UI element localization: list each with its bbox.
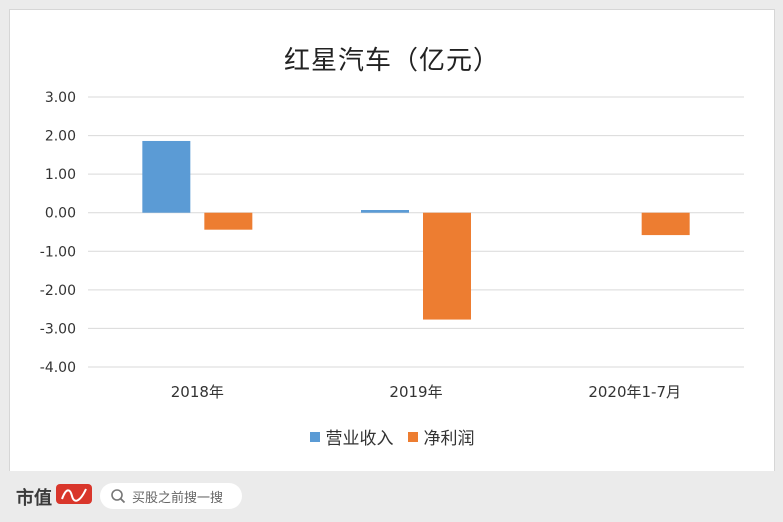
x-tick-label: 2018年 xyxy=(171,383,224,401)
y-tick-label: -2.00 xyxy=(40,283,76,299)
y-tick-label: 3.00 xyxy=(45,90,76,106)
y-tick-label: -3.00 xyxy=(40,321,76,337)
brand-logo-icon xyxy=(56,484,92,504)
legend-swatch-revenue xyxy=(309,431,320,442)
chart-legend: 营业收入 净利润 xyxy=(10,424,774,449)
x-tick-label: 2019年 xyxy=(389,383,442,401)
y-tick-label: -1.00 xyxy=(40,244,76,260)
bar-net-profit xyxy=(204,212,253,230)
bar-net-profit xyxy=(423,212,471,320)
legend-swatch-net-profit xyxy=(407,431,418,442)
chart-title: 红星汽车（亿元） xyxy=(283,46,500,76)
search-icon xyxy=(111,489,126,504)
bar-chart: 3.00 2.00 1.00 0.00 -1.00 -2.00 -3.00 -4.00 2018… xyxy=(40,90,744,401)
bar-revenue xyxy=(361,210,409,213)
y-tick-label: 0.00 xyxy=(45,206,76,222)
brand-name: 市值 xyxy=(16,488,52,509)
chart-card: 红星汽车（亿元） 3.00 2.00 1.00 0.00 -1.00 -2.00 -3.00… xyxy=(9,9,775,473)
legend-label-revenue: 营业收入 xyxy=(325,429,394,449)
legend-label-net-profit: 净利润 xyxy=(423,429,475,449)
search-box[interactable]: 买股之前搜一搜 xyxy=(100,483,242,509)
footer-bar: 市值 买股之前搜一搜 xyxy=(0,471,783,522)
x-tick-label: 2020年1-7月 xyxy=(588,383,681,401)
y-tick-label: 2.00 xyxy=(45,129,76,145)
bar-revenue xyxy=(142,140,191,213)
y-tick-label: 1.00 xyxy=(45,167,76,183)
bar-net-profit xyxy=(641,212,690,236)
y-tick-label: -4.00 xyxy=(40,360,76,376)
search-placeholder: 买股之前搜一搜 xyxy=(132,490,224,506)
legend-item-net-profit: 净利润 xyxy=(407,424,475,449)
legend-item-revenue: 营业收入 xyxy=(309,424,394,449)
